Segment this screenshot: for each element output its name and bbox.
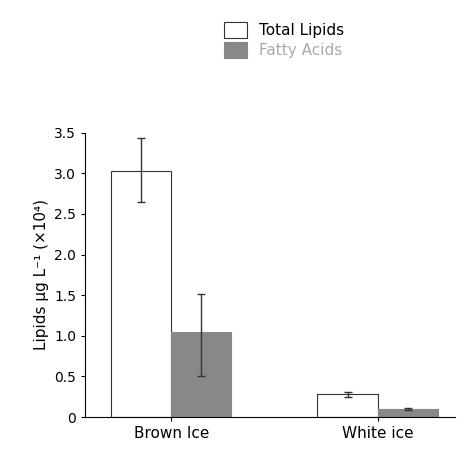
Bar (171, 332, 231, 417)
Legend: Total Lipids, Fatty Acids: Total Lipids, Fatty Acids (224, 22, 345, 58)
Y-axis label: Lipids μg L⁻¹ (×10⁴): Lipids μg L⁻¹ (×10⁴) (34, 200, 49, 350)
Bar (318, 394, 378, 417)
Bar (111, 171, 171, 417)
Bar (378, 409, 438, 417)
